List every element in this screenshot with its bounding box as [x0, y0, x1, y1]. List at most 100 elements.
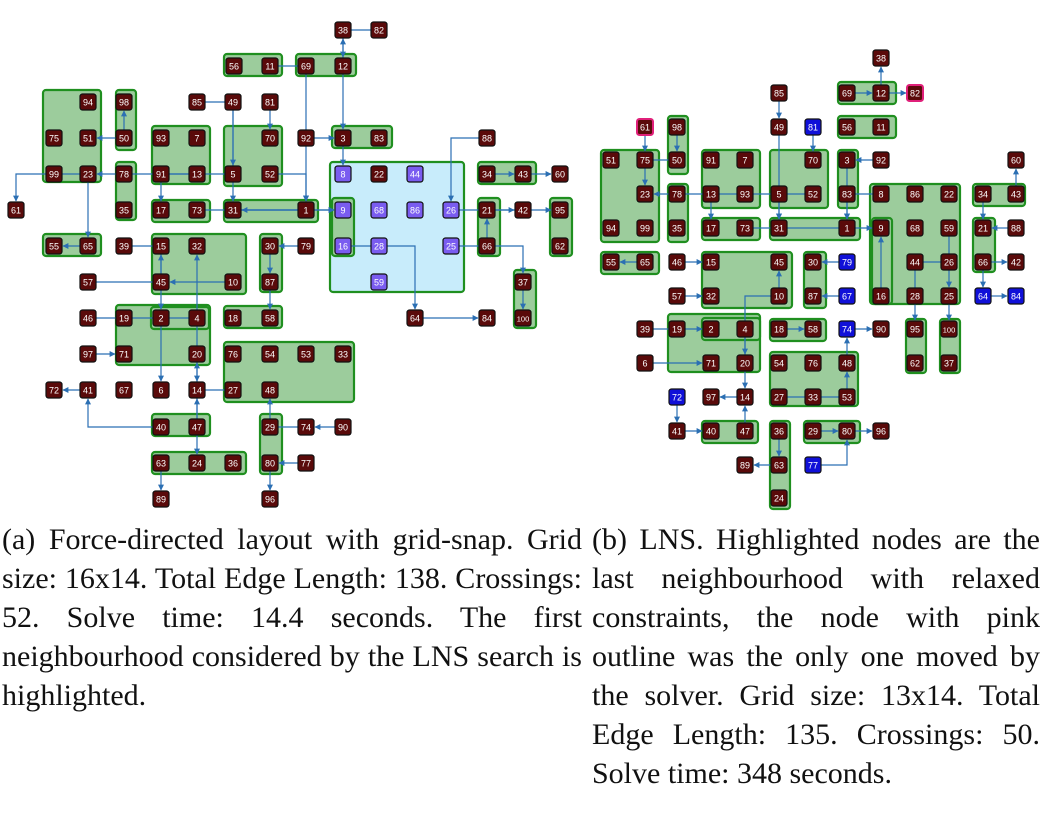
panel-a-node-17: 17 — [152, 201, 170, 219]
svg-text:18: 18 — [774, 324, 784, 334]
svg-text:51: 51 — [606, 155, 616, 165]
svg-text:98: 98 — [119, 97, 129, 107]
panel-b-group-g-31 — [768, 216, 862, 242]
svg-text:78: 78 — [672, 189, 682, 199]
svg-text:57: 57 — [83, 277, 93, 287]
svg-text:88: 88 — [482, 133, 492, 143]
svg-text:90: 90 — [338, 422, 348, 432]
panel-a-node-10: 10 — [224, 273, 242, 291]
svg-text:44: 44 — [410, 169, 420, 179]
panel-b-node-89: 89 — [736, 456, 754, 474]
svg-text:19: 19 — [119, 313, 129, 323]
panel-b-node-5: 5 — [770, 185, 788, 203]
svg-text:90: 90 — [876, 324, 886, 334]
panel-b-node-71: 71 — [702, 354, 720, 372]
panel-b-node-52: 52 — [804, 185, 822, 203]
panel-a-node-95: 95 — [551, 201, 569, 219]
svg-text:8: 8 — [340, 169, 345, 179]
svg-text:7: 7 — [194, 133, 199, 143]
panel-a-node-33: 33 — [334, 345, 352, 363]
panel-b-node-99: 99 — [636, 219, 654, 237]
svg-text:11: 11 — [265, 61, 274, 71]
panel-a-group-g-15 — [150, 232, 248, 296]
svg-text:20: 20 — [740, 358, 750, 368]
panel-a-node-4: 4 — [188, 309, 206, 327]
panel-a-node-84: 84 — [478, 309, 496, 327]
panel-b-node-19: 19 — [668, 320, 686, 338]
panel-a-node-77: 77 — [297, 454, 315, 472]
panel-a-node-32: 32 — [188, 237, 206, 255]
svg-text:94: 94 — [606, 223, 616, 233]
panel-a-node-56: 56 — [225, 57, 243, 75]
svg-text:91: 91 — [156, 169, 166, 179]
panel-b-node-46: 46 — [668, 253, 686, 271]
panel-b-node-35: 35 — [668, 219, 686, 237]
panel-b-node-63: 63 — [770, 456, 788, 474]
svg-text:11: 11 — [876, 122, 885, 132]
panel-b-node-36: 36 — [770, 422, 788, 440]
panel-b-node-45: 45 — [770, 253, 788, 271]
svg-text:84: 84 — [1011, 291, 1021, 301]
svg-text:34: 34 — [978, 189, 988, 199]
svg-text:75: 75 — [49, 133, 59, 143]
panel-a-node-43: 43 — [514, 165, 532, 183]
svg-text:66: 66 — [482, 241, 492, 251]
panel-a-node-79: 79 — [297, 237, 315, 255]
svg-text:97: 97 — [83, 349, 93, 359]
panel-b-node-10: 10 — [770, 287, 788, 305]
svg-text:77: 77 — [808, 460, 818, 470]
panel-b-node-42: 42 — [1007, 253, 1025, 271]
svg-text:14: 14 — [192, 385, 202, 395]
panel-b-node-11: 11 — [872, 118, 890, 136]
panel-b-node-23: 23 — [636, 185, 654, 203]
svg-text:60: 60 — [555, 169, 565, 179]
panel-b-node-47: 47 — [736, 422, 754, 440]
panel-b-node-12: 12 — [872, 84, 890, 102]
svg-text:1: 1 — [303, 205, 308, 215]
svg-text:97: 97 — [706, 392, 716, 402]
svg-text:73: 73 — [192, 205, 202, 215]
svg-text:50: 50 — [119, 133, 129, 143]
svg-text:34: 34 — [482, 169, 492, 179]
svg-text:45: 45 — [156, 277, 166, 287]
svg-text:35: 35 — [119, 205, 129, 215]
panel-a-node-57: 57 — [79, 273, 97, 291]
panel-b-node-96: 96 — [872, 422, 890, 440]
svg-text:98: 98 — [672, 122, 682, 132]
svg-text:57: 57 — [672, 291, 682, 301]
svg-text:75: 75 — [640, 155, 650, 165]
caption-b: (b) LNS. Highlighted nodes are the last … — [592, 523, 1040, 790]
svg-text:49: 49 — [228, 97, 238, 107]
svg-text:52: 52 — [808, 189, 818, 199]
panel-b-node-3: 3 — [838, 151, 856, 169]
panel-a-node-40: 40 — [152, 418, 170, 436]
svg-text:46: 46 — [672, 257, 682, 267]
panel-a-group-g-76 — [222, 340, 356, 404]
svg-text:63: 63 — [156, 458, 166, 468]
panel-a-node-60: 60 — [551, 165, 569, 183]
panel-a-node-26: 26 — [442, 201, 460, 219]
svg-text:81: 81 — [808, 122, 818, 132]
panel-b-node-84: 84 — [1007, 287, 1025, 305]
svg-text:6: 6 — [158, 385, 163, 395]
svg-text:39: 39 — [640, 324, 650, 334]
svg-text:13: 13 — [192, 169, 202, 179]
panel-a-node-76: 76 — [224, 345, 242, 363]
panel-a-node-67: 67 — [115, 381, 133, 399]
panel-a-node-8: 8 — [334, 165, 352, 183]
svg-text:62: 62 — [910, 358, 920, 368]
svg-text:3: 3 — [340, 133, 345, 143]
panel-a-node-87: 87 — [261, 273, 279, 291]
panel-b-node-50: 50 — [668, 151, 686, 169]
panel-b-node-17: 17 — [702, 219, 720, 237]
svg-text:37: 37 — [944, 358, 954, 368]
panel-b-node-61: 61 — [636, 118, 654, 136]
panel-b-node-28: 28 — [906, 287, 924, 305]
panel-a-group-g-8 — [328, 160, 466, 294]
panel-a-node-92: 92 — [297, 129, 315, 147]
svg-text:9: 9 — [878, 223, 883, 233]
svg-text:80: 80 — [842, 426, 852, 436]
panel-a-node-49: 49 — [224, 93, 242, 111]
